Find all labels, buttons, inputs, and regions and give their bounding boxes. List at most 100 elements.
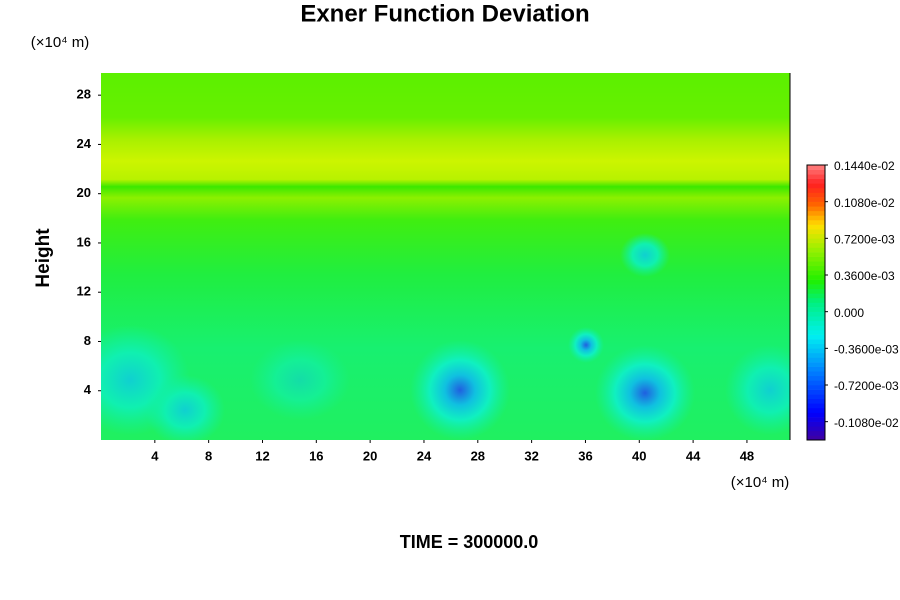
colorbar-band xyxy=(807,210,825,216)
x-tick-label: 44 xyxy=(686,448,701,463)
x-tick-label: 28 xyxy=(471,448,485,463)
field xyxy=(101,73,790,440)
colorbar-tick-label: 0.1080e-02 xyxy=(834,196,895,210)
colorbar-tick-label: 0.000 xyxy=(834,306,864,320)
field-blob xyxy=(725,345,790,435)
colorbar-frame xyxy=(806,164,826,441)
x-tick-label: 24 xyxy=(417,448,432,463)
colorbar-band xyxy=(807,375,825,381)
colorbar-band xyxy=(807,366,825,372)
y-tick-label: 16 xyxy=(77,234,91,249)
field-blob xyxy=(410,340,510,440)
colorbar-tick-label: -0.7200e-03 xyxy=(834,379,899,393)
y-tick-label: 24 xyxy=(77,136,92,151)
x-tick-label: 36 xyxy=(578,448,592,463)
colorbar-band xyxy=(807,311,825,317)
colorbar-band xyxy=(807,380,825,386)
y-tick-label: 8 xyxy=(84,333,91,348)
colorbar-band xyxy=(807,252,825,257)
y-tick-label: 4 xyxy=(84,382,92,397)
colorbar-band xyxy=(807,385,825,390)
colorbar-tick-label: -0.1080e-02 xyxy=(834,416,899,430)
colorbar-band xyxy=(807,412,825,418)
x-tick-label: 12 xyxy=(255,448,269,463)
footer: TIME = 300000.0 xyxy=(400,532,539,552)
colorbar-band xyxy=(807,302,825,308)
y-axis-label: Height xyxy=(33,228,54,288)
colorbar-band xyxy=(807,183,825,189)
y-tick-label: 12 xyxy=(77,284,91,299)
colorbar-band xyxy=(807,352,825,358)
colorbar-band xyxy=(807,187,825,193)
colorbar-band xyxy=(807,220,825,225)
colorbar-band xyxy=(807,215,825,221)
colorbar-band xyxy=(807,417,825,422)
colorbar-band xyxy=(807,403,825,409)
colorbar-band xyxy=(807,394,825,400)
colorbar-tick-label: -0.3600e-03 xyxy=(834,343,899,357)
colorbar-band xyxy=(807,192,825,198)
colorbar-band xyxy=(807,288,825,294)
x-tick-label: 40 xyxy=(632,448,646,463)
colorbar-band xyxy=(807,297,825,303)
field-blob xyxy=(145,375,225,440)
colorbar: 0.1440e-02 0.1080e-02 0.7200e-03 0.3600e-03… xyxy=(806,159,899,441)
field-blob xyxy=(620,233,670,277)
colorbar-band xyxy=(807,320,825,326)
colorbar-band xyxy=(807,169,825,175)
field-blob xyxy=(568,327,604,363)
colorbar-band xyxy=(807,357,825,363)
field-blob xyxy=(595,345,695,440)
x-tick-label: 48 xyxy=(740,448,754,463)
colorbar-band xyxy=(807,201,825,207)
colorbar-band xyxy=(807,389,825,395)
colorbar-band xyxy=(807,256,825,262)
x-tick-label: 32 xyxy=(524,448,538,463)
colorbar-band xyxy=(807,178,825,184)
y-tick-label: 28 xyxy=(77,87,91,102)
colorbar-band xyxy=(807,233,825,239)
colorbar-band xyxy=(807,343,825,349)
colorbar-band xyxy=(807,197,825,202)
colorbar-band xyxy=(807,247,825,253)
y-unit: (×10⁴ m) xyxy=(31,34,90,51)
colorbar-band xyxy=(807,325,825,331)
colorbar-band xyxy=(807,293,825,299)
colorbar-band xyxy=(807,330,825,335)
chart-title: Exner Function Deviation xyxy=(300,0,589,27)
colorbar-band xyxy=(807,279,825,285)
colorbar-band xyxy=(807,284,825,290)
colorbar-band xyxy=(807,430,825,436)
colorbar-band xyxy=(807,316,825,322)
colorbar-band xyxy=(807,435,825,441)
colorbar-band xyxy=(807,421,825,427)
field-blob xyxy=(250,340,350,420)
colorbar-band xyxy=(807,242,825,248)
colorbar-band xyxy=(807,339,825,345)
colorbar-band xyxy=(807,224,825,230)
colorbar-band xyxy=(807,174,825,180)
colorbar-band xyxy=(807,165,825,170)
colorbar-band xyxy=(807,407,825,413)
colorbar-band xyxy=(807,229,825,235)
colorbar-band xyxy=(807,334,825,340)
colorbar-band xyxy=(807,206,825,212)
colorbar-tick-label: 0.3600e-03 xyxy=(834,269,895,283)
x-tick-label: 16 xyxy=(309,448,323,463)
y-tick-label: 20 xyxy=(77,185,91,200)
colorbar-band xyxy=(807,275,825,280)
colorbar-band xyxy=(807,426,825,432)
colorbar-band xyxy=(807,307,825,312)
colorbar-band xyxy=(807,261,825,267)
colorbar-band xyxy=(807,398,825,404)
colorbar-band xyxy=(807,265,825,271)
colorbar-band xyxy=(807,270,825,276)
x-tick-label: 8 xyxy=(205,448,212,463)
colorbar-band xyxy=(807,238,825,244)
x-tick-label: 4 xyxy=(151,448,159,463)
x-unit: (×10⁴ m) xyxy=(731,474,790,491)
colorbar-band xyxy=(807,362,825,367)
colorbar-band xyxy=(807,348,825,354)
colorbar-tick-label: 0.1440e-02 xyxy=(834,159,895,173)
